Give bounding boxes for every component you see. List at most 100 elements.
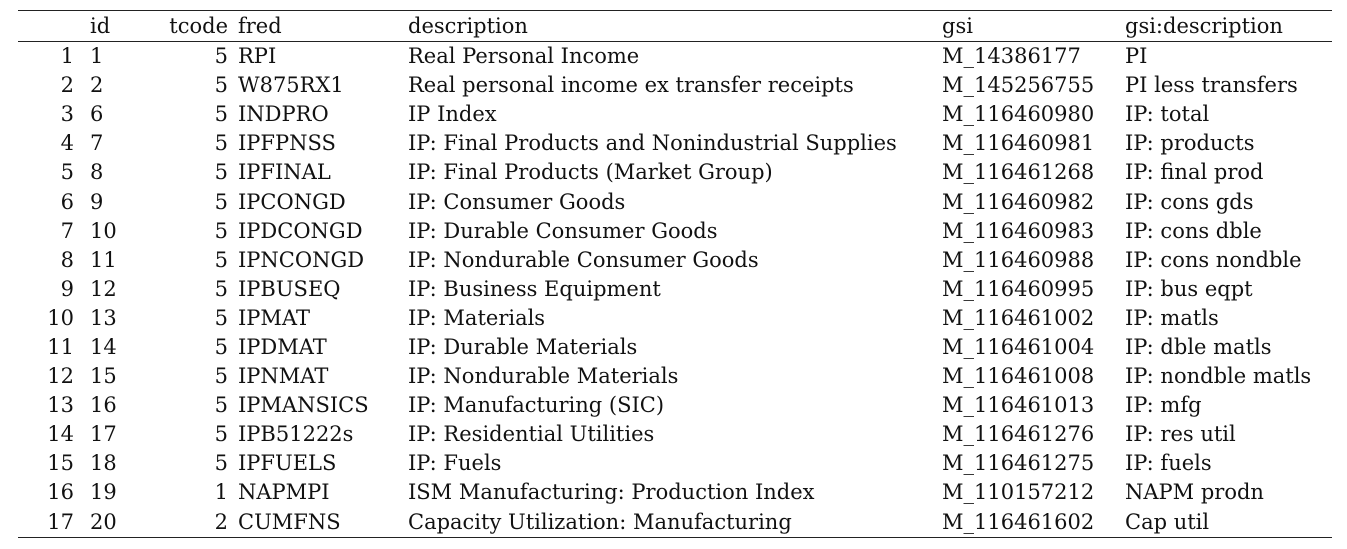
cell-gsi: M_116461013 <box>942 393 1095 418</box>
table-row: 11 14 5 IPDMAT IP: Durable Materials M_116461… <box>18 333 1332 362</box>
cell-row-number: 13 <box>47 393 74 418</box>
cell-fred: IPFUELS <box>238 451 337 476</box>
cell-id: 14 <box>90 334 117 359</box>
cell-fred: IPFPNSS <box>238 131 336 156</box>
cell-gsi-description: PI less transfers <box>1125 73 1298 98</box>
cell-gsi: M_116460995 <box>942 276 1095 301</box>
cell-row-number: 5 <box>60 160 74 185</box>
table-row: 16 19 1 NAPMPI ISM Manufacturing: Production… <box>18 478 1332 507</box>
table-row: 14 17 5 IPB51222s IP: Residential Utilities M… <box>18 420 1332 449</box>
table-row: 12 15 5 IPNMAT IP: Nondurable Materials M_116… <box>18 362 1332 391</box>
cell-row-number: 1 <box>60 44 74 69</box>
cell-gsi-description: IP: fuels <box>1125 451 1212 476</box>
cell-description: IP: Nondurable Consumer Goods <box>408 247 759 272</box>
cell-tcode: 5 <box>214 364 228 389</box>
cell-description: IP: Final Products (Market Group) <box>408 160 773 185</box>
cell-gsi-description: IP: cons gds <box>1125 189 1254 214</box>
table-row: 4 7 5 IPFPNSS IP: Final Products and Nonindu… <box>18 129 1332 158</box>
cell-description: IP: Materials <box>408 305 546 330</box>
cell-fred: IPDMAT <box>238 334 327 359</box>
cell-id: 2 <box>90 73 104 98</box>
cell-fred: IPFINAL <box>238 160 331 185</box>
cell-gsi: M_116460983 <box>942 218 1095 243</box>
cell-gsi-description: IP: nondble matls <box>1125 364 1312 389</box>
cell-description: IP: Durable Consumer Goods <box>408 218 718 243</box>
cell-gsi-description: PI <box>1125 44 1148 69</box>
cell-row-number: 9 <box>60 276 74 301</box>
cell-fred: IPMANSICS <box>238 393 369 418</box>
cell-description: IP: Nondurable Materials <box>408 364 679 389</box>
cell-description: IP Index <box>408 102 497 127</box>
cell-id: 18 <box>90 451 117 476</box>
cell-gsi: M_116461276 <box>942 422 1095 447</box>
cell-fred: W875RX1 <box>238 73 344 98</box>
cell-description: IP: Durable Materials <box>408 334 638 359</box>
cell-gsi: M_116461008 <box>942 364 1095 389</box>
cell-gsi-description: IP: total <box>1125 102 1210 127</box>
header-tcode: tcode <box>169 13 228 38</box>
header-fred: fred <box>238 13 282 38</box>
cell-gsi-description: IP: mfg <box>1125 393 1202 418</box>
cell-description: IP: Final Products and Nonindustrial Sup… <box>408 131 897 156</box>
cell-id: 7 <box>90 131 104 156</box>
cell-row-number: 12 <box>47 364 74 389</box>
cell-tcode: 5 <box>214 334 228 359</box>
cell-tcode: 5 <box>214 393 228 418</box>
cell-id: 6 <box>90 102 104 127</box>
cell-tcode: 5 <box>214 189 228 214</box>
cell-tcode: 2 <box>214 509 228 534</box>
cell-id: 1 <box>90 44 104 69</box>
cell-tcode: 5 <box>214 218 228 243</box>
cell-description: IP: Consumer Goods <box>408 189 626 214</box>
cell-gsi: M_110157212 <box>942 480 1095 505</box>
cell-row-number: 7 <box>60 218 74 243</box>
cell-tcode: 5 <box>214 451 228 476</box>
cell-id: 20 <box>90 509 117 534</box>
table-row: 17 20 2 CUMFNS Capacity Utilization: Manufac… <box>18 508 1332 538</box>
table-row: 15 18 5 IPFUELS IP: Fuels M_116461275 IP: fuel… <box>18 449 1332 478</box>
cell-description: IP: Business Equipment <box>408 276 661 301</box>
cell-description: Capacity Utilization: Manufacturing <box>408 509 792 534</box>
cell-description: IP: Fuels <box>408 451 502 476</box>
header-id: id <box>90 13 111 38</box>
cell-tcode: 5 <box>214 305 228 330</box>
cell-gsi-description: Cap util <box>1125 509 1210 534</box>
cell-fred: IPB51222s <box>238 422 354 447</box>
cell-fred: IPBUSEQ <box>238 276 341 301</box>
cell-fred: INDPRO <box>238 102 329 127</box>
cell-description: Real personal income ex transfer receipt… <box>408 73 854 98</box>
cell-id: 19 <box>90 480 117 505</box>
cell-id: 11 <box>90 247 117 272</box>
cell-gsi-description: IP: cons dble <box>1125 218 1262 243</box>
cell-gsi: M_116461002 <box>942 305 1095 330</box>
cell-tcode: 5 <box>214 247 228 272</box>
cell-id: 17 <box>90 422 117 447</box>
cell-gsi: M_116460981 <box>942 131 1095 156</box>
cell-gsi-description: IP: matls <box>1125 305 1219 330</box>
cell-fred: IPMAT <box>238 305 310 330</box>
cell-row-number: 11 <box>47 334 74 359</box>
cell-tcode: 5 <box>214 276 228 301</box>
table-body: 1 1 5 RPI Real Personal Income M_14386177 PI 2 2… <box>18 42 1332 538</box>
table-row: 5 8 5 IPFINAL IP: Final Products (Market Gro… <box>18 158 1332 187</box>
cell-gsi-description: IP: final prod <box>1125 160 1264 185</box>
header-gsi: gsi <box>942 13 973 38</box>
cell-tcode: 5 <box>214 44 228 69</box>
cell-id: 16 <box>90 393 117 418</box>
cell-gsi-description: IP: products <box>1125 131 1255 156</box>
cell-gsi-description: IP: bus eqpt <box>1125 276 1253 301</box>
cell-row-number: 8 <box>60 247 74 272</box>
cell-row-number: 2 <box>60 73 74 98</box>
cell-gsi: M_116460980 <box>942 102 1095 127</box>
cell-tcode: 5 <box>214 102 228 127</box>
cell-row-number: 14 <box>47 422 74 447</box>
cell-gsi: M_116460988 <box>942 247 1095 272</box>
cell-id: 8 <box>90 160 104 185</box>
cell-description: Real Personal Income <box>408 44 640 69</box>
table-row: 7 10 5 IPDCONGD IP: Durable Consumer Goods M_… <box>18 217 1332 246</box>
table-row: 10 13 5 IPMAT IP: Materials M_116461002 IP: ma… <box>18 304 1332 333</box>
cell-tcode: 1 <box>214 480 228 505</box>
cell-tcode: 5 <box>214 160 228 185</box>
cell-row-number: 10 <box>47 305 74 330</box>
cell-gsi: M_116461268 <box>942 160 1095 185</box>
